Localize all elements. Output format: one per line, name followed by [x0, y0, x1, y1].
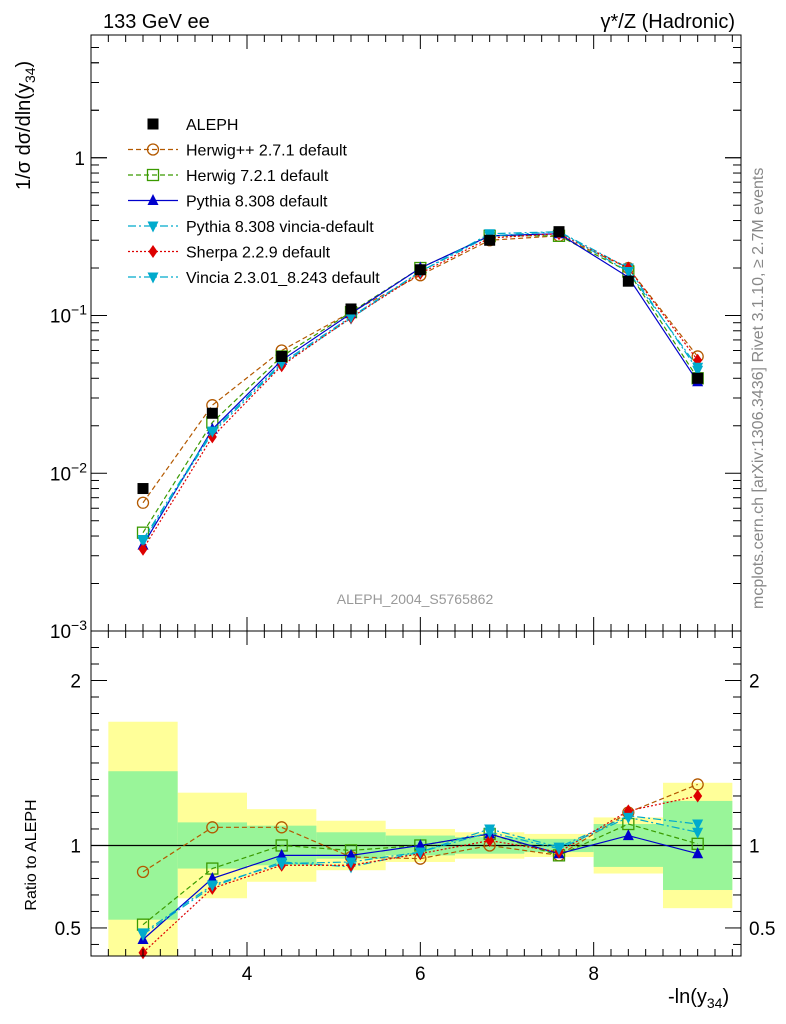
legend-label-pythia: Pythia 8.308 default: [186, 194, 328, 211]
y-tick-label-main: 1: [74, 149, 85, 170]
header-left: 133 GeV ee: [103, 11, 210, 33]
y-tick-label-main: 10−3: [50, 617, 87, 643]
legend-marker-herwigpp: [146, 143, 160, 156]
series-point-vincia: [206, 426, 218, 438]
analysis-watermark: ALEPH_2004_S5765862: [337, 591, 494, 607]
y-axis-label-ratio: Ratio to ALEPH: [23, 799, 40, 910]
data-point-aleph: [276, 350, 288, 362]
data-point-aleph: [553, 226, 565, 238]
y-tick-label-ratio-left: 2: [70, 671, 81, 692]
ratio-line-herwig7: [142, 823, 698, 926]
legend-label-vincia: Vincia 2.3.01_8.243 default: [186, 270, 380, 287]
ratio-point-vincia: [206, 880, 218, 892]
data-point-aleph: [137, 483, 149, 495]
x-axis-label: -ln(y34): [668, 986, 729, 1011]
legend-marker-pythia: [147, 194, 159, 205]
ratio-point-pythia: [276, 848, 288, 860]
ratio-point-sherpa: [485, 834, 495, 848]
y-tick-label-ratio-left: 1: [70, 836, 81, 857]
ratio-point-vincia: [276, 859, 288, 871]
x-tick-label: 8: [588, 964, 599, 985]
ratio-point-vincia: [622, 812, 634, 824]
legend-label-pythia_vincia: Pythia 8.308 vincia-default: [186, 219, 374, 236]
main-plot-area: [136, 226, 704, 556]
legend-label-herwig7: Herwig 7.2.1 default: [186, 168, 329, 185]
ratio-point-vincia: [345, 857, 357, 869]
series-point-vincia: [692, 362, 704, 374]
header-right: γ*/Z (Hadronic): [601, 11, 735, 33]
data-point-aleph: [345, 303, 357, 315]
y-tick-label-ratio-right: 1: [749, 836, 760, 857]
ratio-point-pythia: [414, 838, 426, 850]
legend: ALEPH Herwig++ 2.7.1 default Herwig 7.2.1 …: [128, 117, 380, 287]
series-line-pythia_vincia: [142, 231, 699, 542]
y-tick-label-main: 10−2: [50, 459, 87, 485]
series-point-vincia: [622, 267, 634, 279]
series-point-vincia: [345, 312, 357, 324]
ratio-point-vincia: [414, 847, 426, 859]
ratio-point-vincia: [137, 928, 149, 940]
series-line-vincia: [142, 231, 699, 540]
ratio-point-sherpa: [693, 789, 703, 803]
x-tick-label: 6: [415, 964, 426, 985]
ratio-point-herwigpp: [136, 865, 150, 879]
ratio-point-vincia: [692, 827, 704, 839]
series-line-herwigpp: [142, 235, 699, 504]
data-point-aleph: [692, 372, 704, 384]
ratio-point-vincia: [484, 827, 496, 839]
legend-marker-vincia: [147, 272, 159, 284]
ratio-point-herwigpp: [275, 821, 288, 834]
data-point-aleph: [414, 264, 426, 276]
legend-marker-pythia_vincia: [147, 221, 159, 233]
series-line-herwig7: [142, 235, 699, 534]
ratio-plot-area: [91, 721, 741, 960]
ratio-point-pythia: [345, 848, 357, 860]
legend-marker-sherpa: [148, 245, 158, 258]
axes: 4 6 8 10−3 10−2 10−1 1 0.5 0.5 1 1 2 2: [50, 34, 775, 985]
mcplots-label: mcplots.cern.ch [arXiv:1306.3436]: [750, 367, 767, 609]
ratio-line-sherpa: [142, 795, 698, 954]
y-tick-label-ratio-right: 2: [749, 671, 760, 692]
series-point-vincia: [137, 535, 149, 547]
data-point-aleph: [484, 234, 496, 246]
legend-label-sherpa: Sherpa 2.2.9 default: [186, 245, 331, 262]
ratio-frame: [90, 630, 742, 957]
legend-marker-aleph: [147, 118, 159, 130]
y-axis-label-main: 1/σ dσ/dln(y34): [13, 61, 38, 190]
series-point-sherpa: [138, 542, 148, 556]
ratio-point-pythia: [206, 871, 218, 883]
series-point-herwigpp: [136, 496, 150, 509]
ratio-point-herwigpp: [206, 821, 219, 834]
ratio-line-vincia: [142, 816, 698, 934]
y-tick-label-ratio-left: 0.5: [55, 919, 81, 940]
data-point-aleph: [206, 407, 218, 419]
ratio-point-pythia_vincia: [692, 819, 704, 831]
legend-marker-herwig7: [146, 168, 160, 182]
ratio-point-pythia: [622, 829, 634, 841]
y-tick-label-main: 10−1: [50, 302, 87, 328]
legend-label-herwigpp: Herwig++ 2.7.1 default: [186, 143, 348, 160]
rivet-label: Rivet 3.1.10, ≥ 2.7M events: [750, 168, 767, 363]
ratio-point-vincia: [553, 844, 565, 856]
data-point-aleph: [622, 275, 634, 287]
ratio-point-pythia: [692, 847, 704, 859]
x-tick-label: 4: [242, 964, 253, 985]
y-tick-label-ratio-right: 0.5: [749, 919, 775, 940]
legend-label-aleph: ALEPH: [186, 117, 238, 134]
